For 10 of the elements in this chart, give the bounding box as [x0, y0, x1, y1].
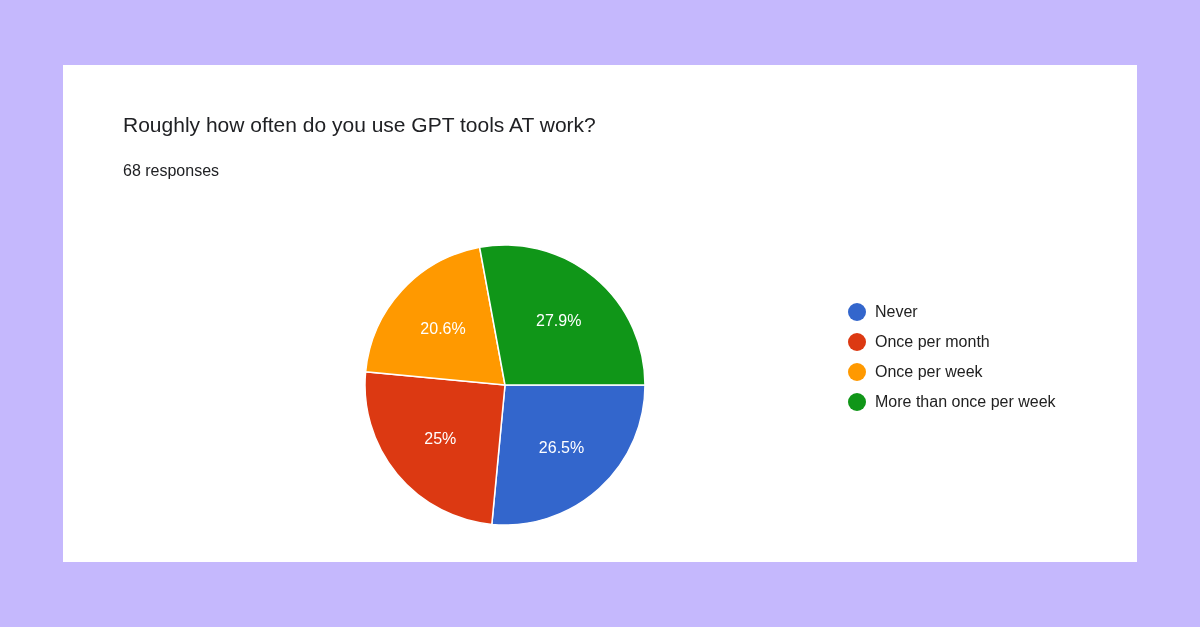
legend-label: Once per week — [875, 363, 983, 381]
data-label: 25% — [424, 430, 457, 448]
chart-title: Roughly how often do you use GPT tools AT work? — [123, 113, 596, 137]
legend-label: Once per month — [875, 333, 990, 351]
legend-label: Never — [875, 303, 918, 321]
text: 68 responses — [123, 162, 220, 180]
legend-label: More than once per week — [875, 393, 1056, 411]
data-label: 26.5% — [538, 438, 585, 456]
data-label: 27.9% — [536, 311, 582, 329]
data-label: 20.6% — [420, 319, 466, 337]
